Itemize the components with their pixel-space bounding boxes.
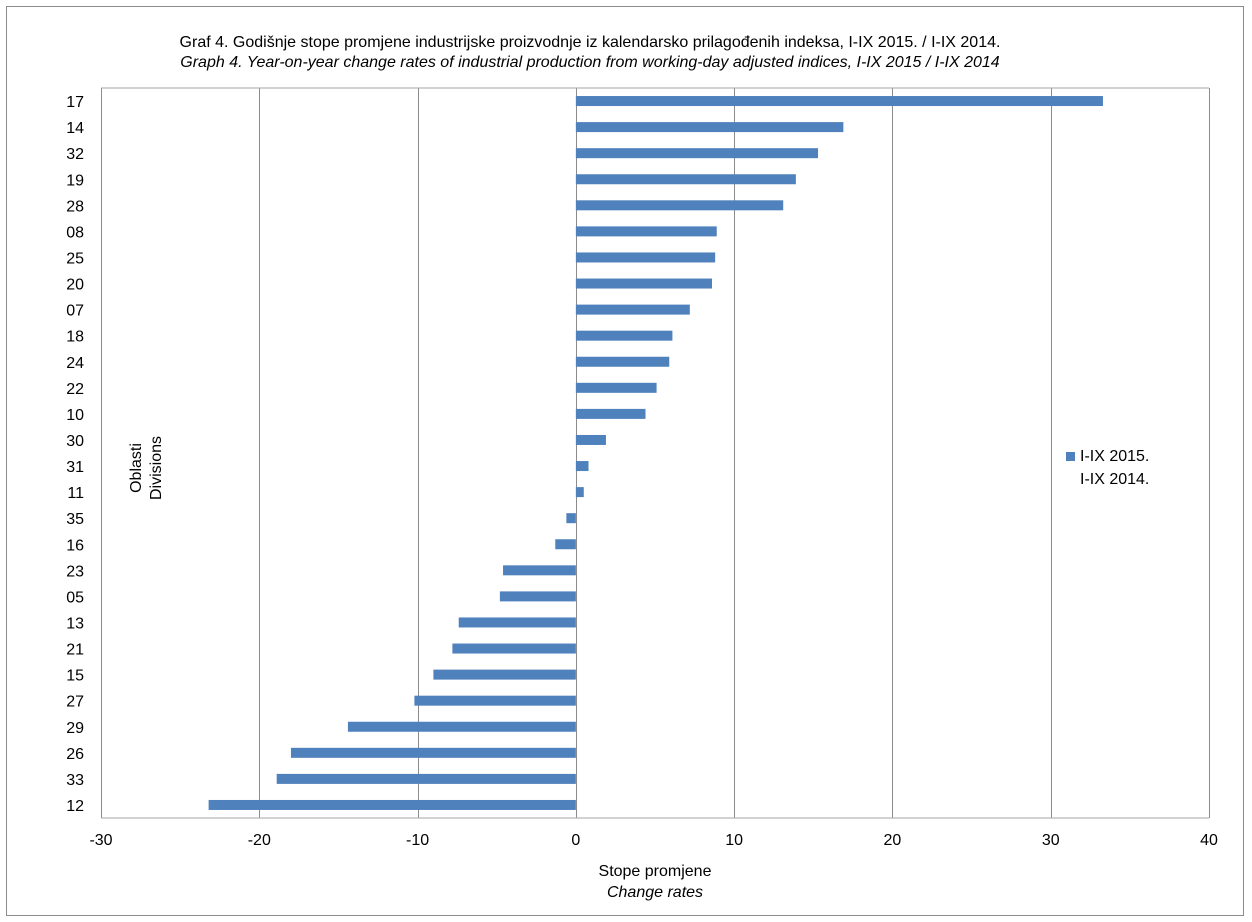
legend-swatch [1066,452,1075,461]
x-tick-labels: -30 -20 -10 0 10 20 30 40 [89,832,1218,849]
bar-22 [575,382,657,393]
bar-28 [575,200,784,211]
x-tick-label: -20 [248,832,271,849]
y-tick-label: 05 [66,589,84,606]
y-tick-label: 32 [66,146,84,163]
y-tick-label: 26 [66,746,84,763]
y-tick-label: 16 [66,537,84,554]
y-tick-label: 14 [66,120,84,137]
bar-20 [575,278,712,289]
gridlines [101,88,1210,818]
bar-26 [290,747,576,758]
bar-10 [575,408,646,419]
x-tick-label: 0 [571,832,580,849]
bar-24 [575,356,670,367]
y-tick-label: 24 [66,355,84,372]
bar-17 [575,96,1103,107]
x-tick-label: 20 [884,832,902,849]
bar-05 [499,591,576,602]
y-tick-label: 35 [66,511,84,528]
bar-07 [575,304,690,315]
bar-08 [575,226,717,237]
bar-25 [575,252,716,263]
x-axis-title-local: Stope promjene [599,863,712,880]
y-tick-labels: 17 14 32 19 28 08 25 20 07 18 24 22 10 30 31 11 35 16 23 05… [66,94,84,815]
legend-label-line2: I-IX 2014. [1080,471,1149,488]
bar-21 [452,643,576,654]
y-tick-label: 12 [66,798,84,815]
bar-27 [414,695,576,706]
bar-14 [575,122,844,133]
y-tick-label: 27 [66,694,84,711]
y-tick-label: 10 [66,407,84,424]
y-tick-label: 18 [66,329,84,346]
bar-35 [566,513,576,524]
bar-18 [575,330,673,341]
y-tick-label: 28 [66,198,84,215]
y-axis-title: Oblasti Divisions [128,436,165,500]
x-tick-label: 30 [1042,832,1060,849]
x-tick-label: 10 [725,832,743,849]
bar-33 [276,773,576,784]
y-tick-label: 08 [66,224,84,241]
x-tick-label: -10 [406,832,429,849]
y-tick-label: 20 [66,277,84,294]
y-tick-label: 23 [66,563,84,580]
bar-12 [208,799,576,810]
bar-16 [555,539,576,550]
y-tick-label: 15 [66,668,84,685]
bars [208,96,1103,810]
legend: I-IX 2015. I-IX 2014. [1066,448,1149,488]
x-tick-label: 40 [1200,832,1218,849]
bar-29 [347,721,576,732]
chart-title: Graf 4. Godišnje stope promjene industri… [180,34,1001,51]
y-tick-label: 31 [66,459,84,476]
bar-13 [458,617,576,628]
x-tick-label: -30 [89,832,112,849]
bar-32 [575,148,819,159]
y-tick-label: 33 [66,772,84,789]
y-axis-title-local: Oblasti [128,443,145,493]
y-tick-label: 21 [66,642,84,659]
bar-11 [575,487,584,498]
y-tick-label: 13 [66,615,84,632]
bar-15 [433,669,576,680]
bar-30 [575,434,606,445]
bar-19 [575,174,796,185]
y-tick-label: 25 [66,250,84,267]
bar-31 [575,461,589,472]
x-axis-title-english: Change rates [607,884,703,901]
y-tick-label: 17 [66,94,84,111]
y-tick-label: 22 [66,381,84,398]
y-tick-label: 19 [66,172,84,189]
y-tick-label: 29 [66,720,84,737]
y-axis-title-english: Divisions [148,436,165,500]
y-tick-label: 11 [67,485,84,502]
y-tick-label: 07 [66,303,84,320]
legend-label-line1: I-IX 2015. [1080,448,1149,465]
chart-subtitle: Graph 4. Year-on-year change rates of in… [180,54,1000,71]
y-tick-label: 30 [66,433,84,450]
bar-23 [503,565,576,576]
